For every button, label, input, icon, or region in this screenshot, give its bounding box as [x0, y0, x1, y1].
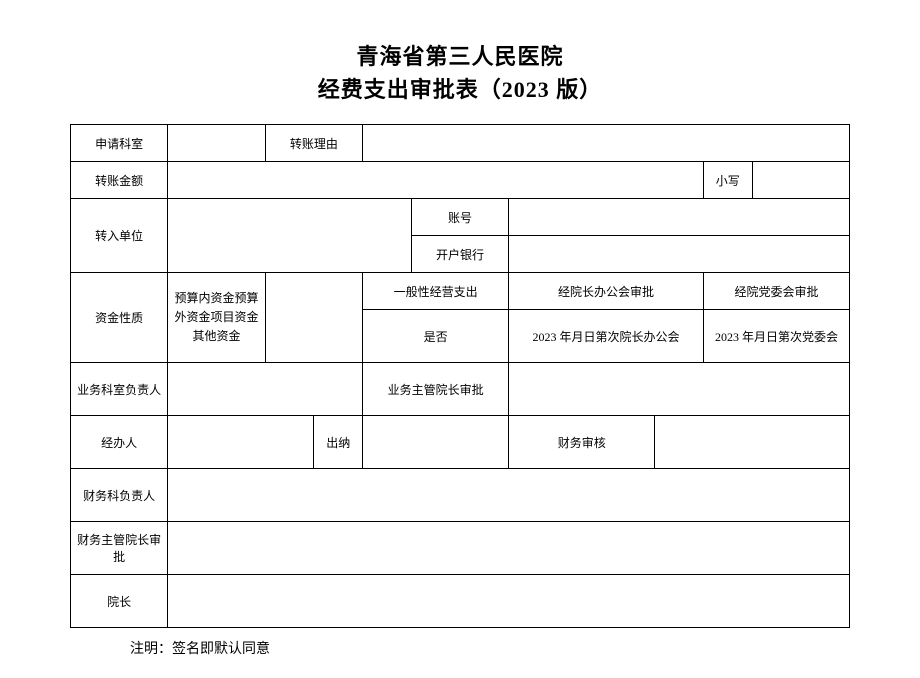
value-dean[interactable] [168, 575, 850, 628]
title-line1: 青海省第三人民医院 [70, 40, 850, 73]
label-transfer-reason: 转账理由 [265, 125, 362, 162]
value-dept-head[interactable] [168, 363, 363, 416]
form-title: 青海省第三人民医院 经费支出审批表（2023 版） [70, 40, 850, 106]
label-dean-office-approval: 经院长办公会审批 [509, 273, 704, 310]
label-transfer-amount: 转账金额 [71, 162, 168, 199]
label-finance-audit: 财务审核 [509, 416, 655, 469]
label-finance-dean-approval: 财务主管院长审批 [71, 522, 168, 575]
value-transfer-reason[interactable] [363, 125, 850, 162]
label-yes-no: 是否 [363, 310, 509, 363]
value-cashier[interactable] [363, 416, 509, 469]
label-fund-nature: 资金性质 [71, 273, 168, 363]
value-small-write[interactable] [752, 162, 849, 199]
label-transfer-unit: 转入单位 [71, 199, 168, 273]
fund-nature-options: 预算内资金预算外资金项目资金其他资金 [168, 273, 265, 363]
value-account-no[interactable] [509, 199, 850, 236]
party-committee-meeting: 2023 年月日第次党委会 [703, 310, 849, 363]
value-bank[interactable] [509, 236, 850, 273]
label-bank: 开户银行 [411, 236, 508, 273]
label-handler: 经办人 [71, 416, 168, 469]
label-dean-in-charge: 业务主管院长审批 [363, 363, 509, 416]
label-apply-dept: 申请科室 [71, 125, 168, 162]
value-handler[interactable] [168, 416, 314, 469]
value-finance-dean-approval[interactable] [168, 522, 850, 575]
label-finance-head: 财务科负责人 [71, 469, 168, 522]
value-finance-head[interactable] [168, 469, 850, 522]
value-fund-nature[interactable] [265, 273, 362, 363]
value-finance-audit[interactable] [655, 416, 850, 469]
title-line2: 经费支出审批表（2023 版） [70, 73, 850, 106]
label-cashier: 出纳 [314, 416, 363, 469]
label-small-write: 小写 [703, 162, 752, 199]
label-dept-head: 业务科室负责人 [71, 363, 168, 416]
dean-office-meeting: 2023 年月日第次院长办公会 [509, 310, 704, 363]
value-transfer-unit[interactable] [168, 199, 411, 273]
value-dean-in-charge[interactable] [509, 363, 850, 416]
value-transfer-amount[interactable] [168, 162, 704, 199]
label-dean: 院长 [71, 575, 168, 628]
label-account-no: 账号 [411, 199, 508, 236]
label-general-expense: 一般性经营支出 [363, 273, 509, 310]
label-party-committee-approval: 经院党委会审批 [703, 273, 849, 310]
approval-table: 申请科室 转账理由 转账金额 小写 转入单位 账号 开户银行 资金性质 预算内资 [70, 124, 850, 628]
note: 注明：签名即默认同意 [70, 638, 850, 658]
value-apply-dept[interactable] [168, 125, 265, 162]
